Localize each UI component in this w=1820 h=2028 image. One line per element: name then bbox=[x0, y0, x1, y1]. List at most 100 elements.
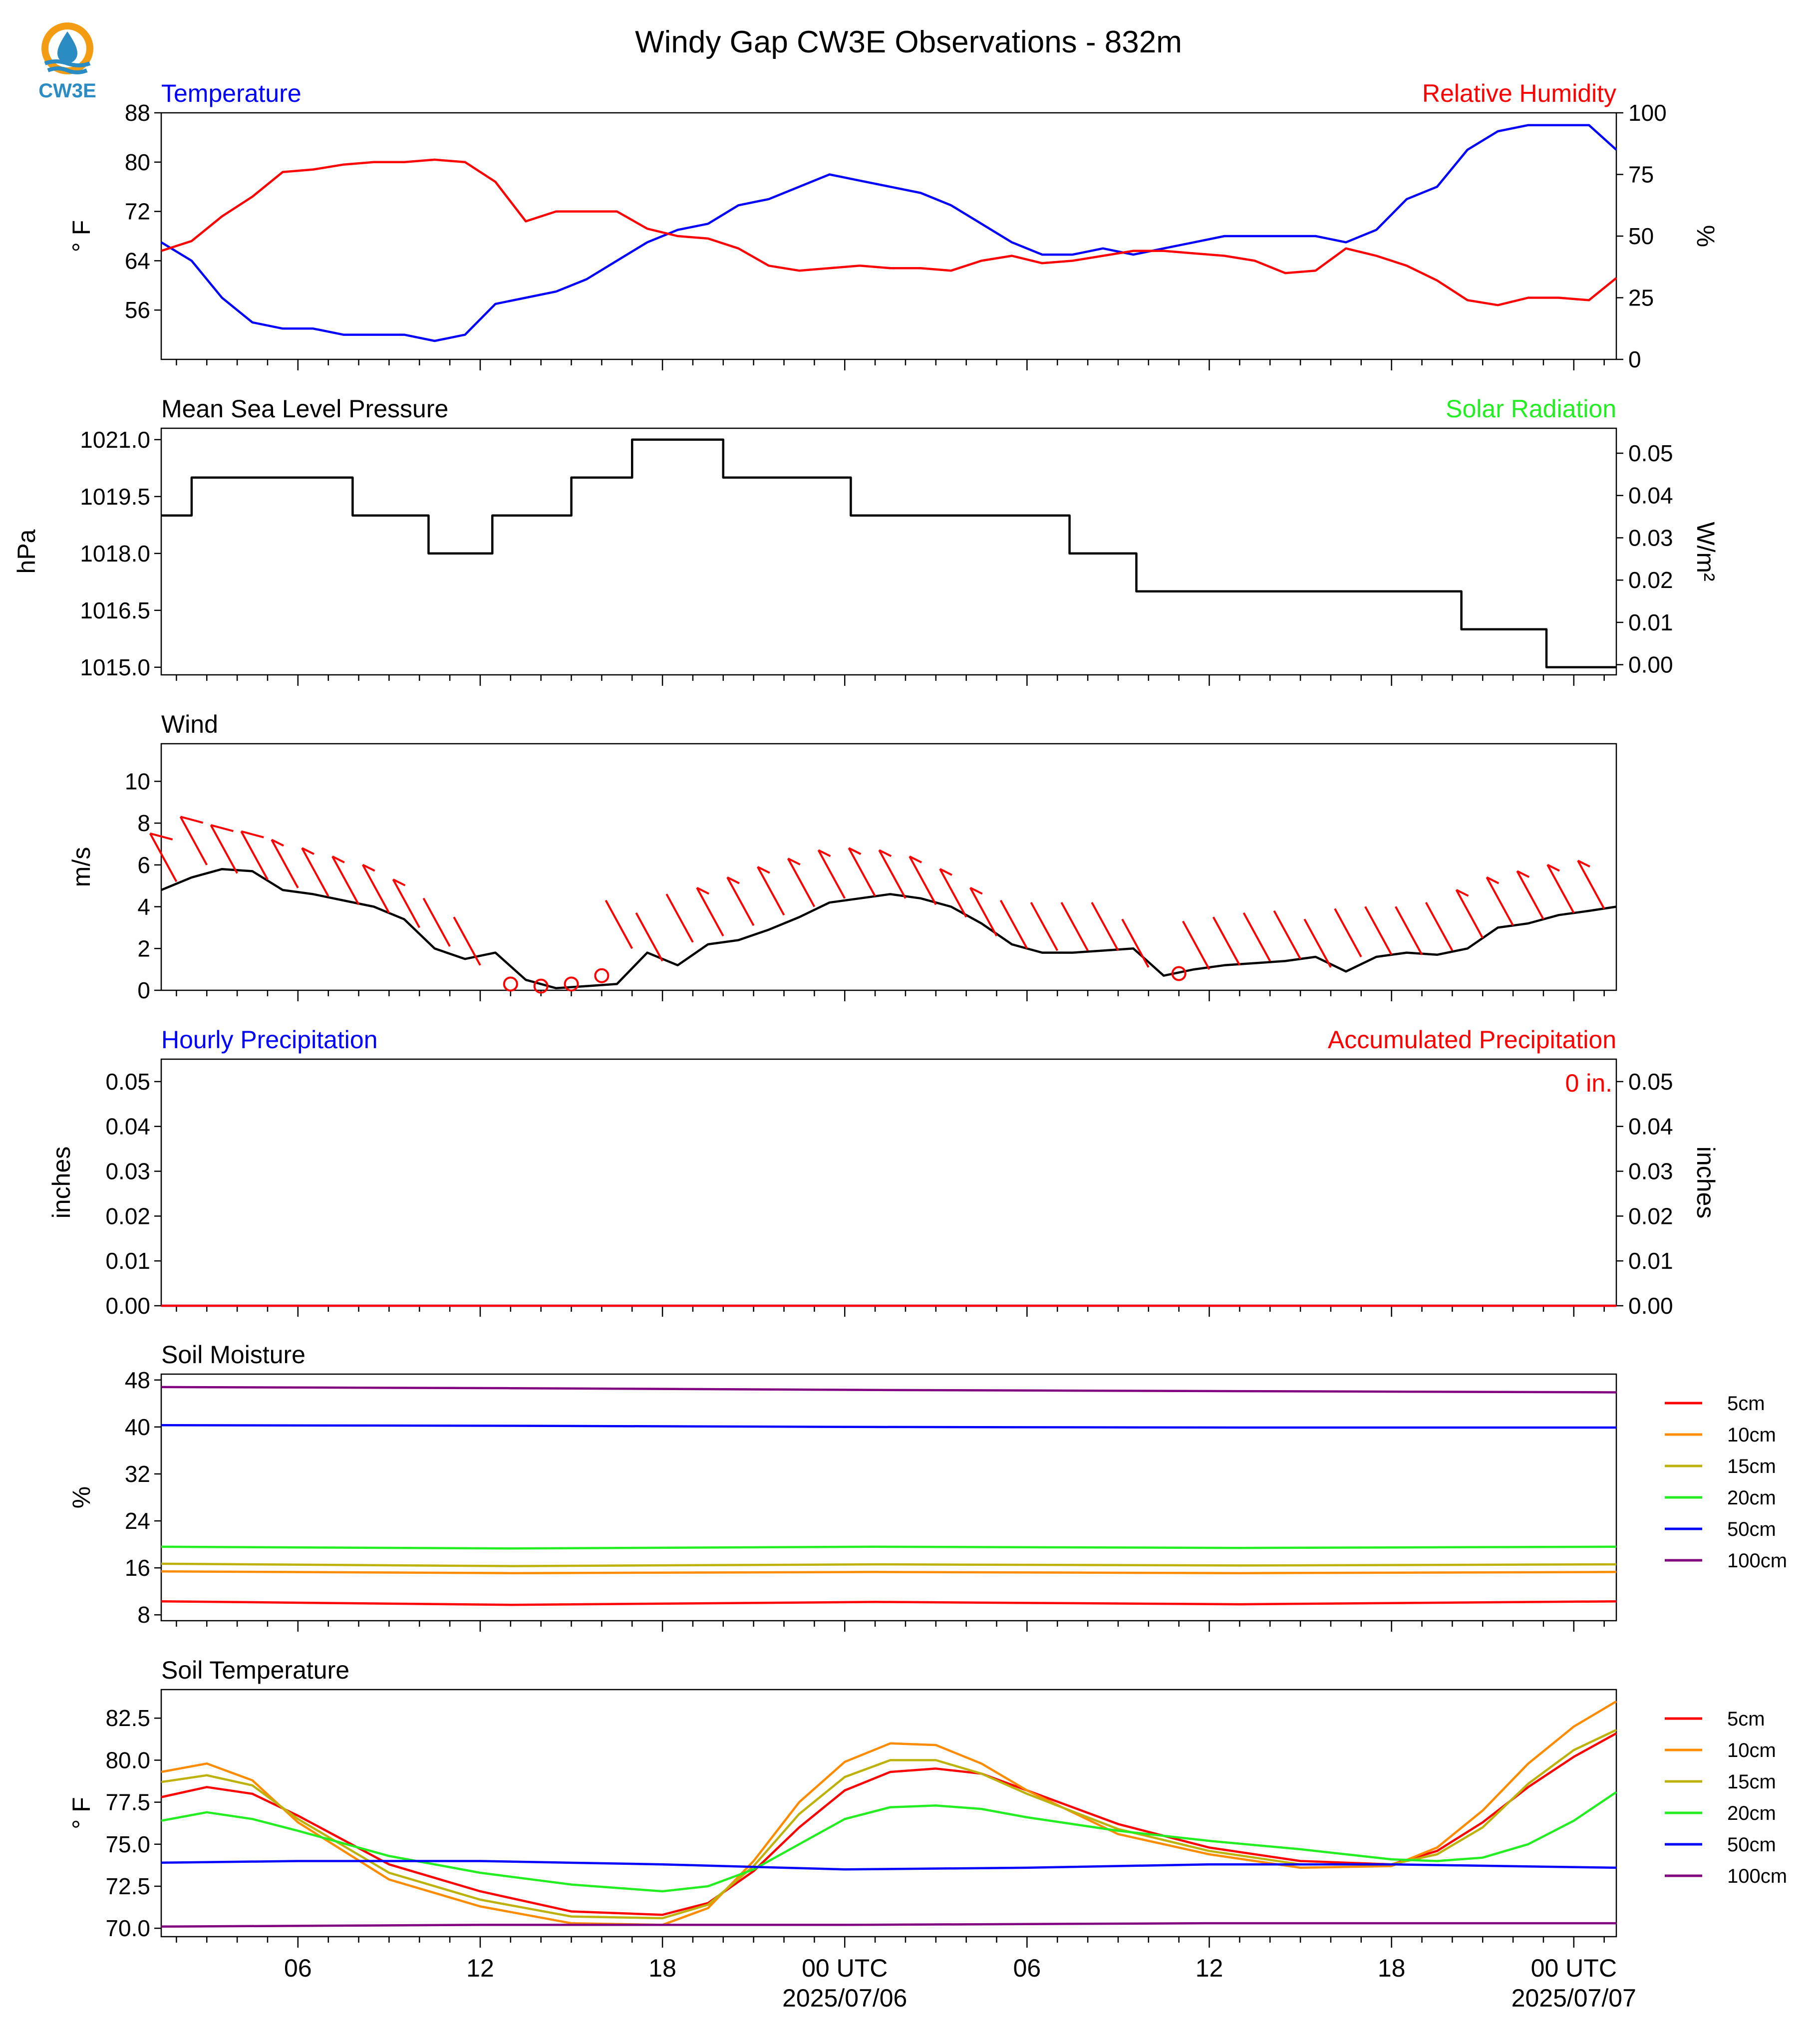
y-tick-label: 75.0 bbox=[105, 1831, 150, 1857]
wind-barb-flag bbox=[727, 876, 740, 884]
right-title: Relative Humidity bbox=[1422, 79, 1616, 107]
wind-barb bbox=[1516, 870, 1544, 920]
series-line bbox=[161, 438, 1616, 669]
legend-label: 50cm bbox=[1727, 1834, 1776, 1856]
wind-barb-flag bbox=[696, 886, 709, 895]
series-line-50cm bbox=[161, 1424, 1616, 1429]
y-tick-label: 88 bbox=[125, 100, 150, 126]
wind-barb bbox=[1364, 906, 1393, 955]
y2-tick-label: 100 bbox=[1628, 100, 1667, 126]
series-line-15cm bbox=[161, 1729, 1617, 1920]
series-line bbox=[161, 158, 1617, 306]
legend-label: 10cm bbox=[1727, 1739, 1776, 1761]
x-tick-label: 12 bbox=[466, 1954, 494, 1982]
y-tick-label: 80 bbox=[125, 149, 150, 175]
y-tick-label: 48 bbox=[125, 1367, 150, 1393]
legend-label: 15cm bbox=[1727, 1771, 1776, 1793]
wind-barb-flag bbox=[1456, 889, 1469, 897]
wind-barb-flag bbox=[879, 849, 892, 858]
y2-tick-label: 0.04 bbox=[1628, 483, 1673, 509]
wind-calm-marker bbox=[503, 976, 518, 992]
x-date-label: 2025/07/07 bbox=[1512, 1984, 1636, 2012]
x-tick-label: 12 bbox=[1196, 1954, 1223, 1982]
y2-tick-label: 0.00 bbox=[1628, 1293, 1673, 1319]
x-tick-label: 18 bbox=[1378, 1954, 1406, 1982]
y-tick-label: 1021.0 bbox=[80, 427, 150, 453]
wind-barb-flag bbox=[331, 856, 345, 864]
y-tick-label: 82.5 bbox=[105, 1705, 150, 1731]
y-tick-label: 1018.0 bbox=[80, 541, 150, 567]
cw3e-logo: CW3E bbox=[38, 22, 96, 102]
wind-barb bbox=[1425, 901, 1454, 951]
wind-barb-flag bbox=[1547, 864, 1560, 872]
wind-barb-flag bbox=[787, 858, 801, 866]
y-tick-label: 72.5 bbox=[105, 1873, 150, 1899]
panel-precip: Hourly Precipitation Accumulated Precipit… bbox=[47, 1026, 1720, 1319]
series-line-20cm bbox=[161, 1791, 1617, 1893]
accumulated-total: 0 in. bbox=[1565, 1069, 1612, 1097]
x-tick-label: 06 bbox=[284, 1954, 312, 1982]
wind-barb-flag bbox=[210, 824, 234, 832]
wind-barb bbox=[392, 878, 421, 928]
series-line bbox=[160, 124, 1617, 342]
y-tick-label: 1015.0 bbox=[80, 654, 150, 680]
wind-calm-marker bbox=[1171, 966, 1187, 981]
series-line-10cm bbox=[161, 1570, 1617, 1574]
wind-barb bbox=[179, 816, 208, 866]
y-tick-label: 16 bbox=[125, 1555, 150, 1581]
y-tick-label: 8 bbox=[137, 810, 150, 836]
y-tick-label: 80.0 bbox=[105, 1747, 150, 1773]
y-tick-label: 0.04 bbox=[105, 1114, 150, 1140]
panel-pressure: Mean Sea Level Pressure Solar Radiation 10… bbox=[12, 395, 1720, 686]
legend-label: 50cm bbox=[1727, 1518, 1776, 1540]
wind-barb-flag bbox=[392, 878, 406, 886]
y-axis-label: ° F bbox=[67, 220, 95, 252]
plot-frame bbox=[160, 427, 1617, 676]
y2-tick-label: 0.05 bbox=[1628, 1069, 1673, 1095]
x-tick-label: 00 UTC bbox=[1531, 1954, 1617, 1982]
y2-tick-label: 0 bbox=[1628, 346, 1641, 372]
x-tick-label: 00 UTC bbox=[802, 1954, 888, 1982]
wind-barb bbox=[1546, 864, 1575, 914]
y-tick-label: 2 bbox=[137, 935, 150, 961]
series-line-5cm bbox=[161, 1600, 1617, 1606]
panel-temp_rh: Temperature Relative Humidity 56 64 72 80 88 ° … bbox=[67, 79, 1720, 372]
wind-barb bbox=[1091, 901, 1119, 951]
y2-tick-label: 75 bbox=[1628, 162, 1654, 188]
y-tick-label: 77.5 bbox=[105, 1789, 150, 1815]
right-title: Solar Radiation bbox=[1446, 395, 1616, 423]
wind-barb bbox=[422, 897, 451, 947]
wind-barb bbox=[240, 831, 269, 880]
series-line bbox=[161, 868, 1617, 990]
left-title: Wind bbox=[161, 710, 218, 738]
wind-barb bbox=[1486, 876, 1514, 926]
wind-barb-flag bbox=[302, 847, 314, 855]
wind-barb bbox=[1455, 889, 1484, 939]
y-axis-label: inches bbox=[47, 1147, 75, 1219]
y2-tick-label: 50 bbox=[1628, 223, 1654, 249]
wind-barb bbox=[696, 887, 724, 937]
y-axis-label: ° F bbox=[67, 1797, 95, 1829]
wind-barb bbox=[635, 912, 663, 962]
legend-label: 20cm bbox=[1727, 1487, 1776, 1509]
legend-label: 15cm bbox=[1727, 1455, 1776, 1477]
y-tick-label: 0.05 bbox=[105, 1069, 150, 1095]
wind-barb bbox=[1273, 910, 1301, 960]
wind-barb bbox=[939, 868, 967, 918]
wind-barb-flag bbox=[939, 868, 952, 876]
wind-barb bbox=[909, 856, 937, 905]
series-line-15cm bbox=[161, 1562, 1617, 1567]
left-title: Soil Temperature bbox=[161, 1656, 349, 1684]
plot-frame bbox=[160, 112, 1617, 360]
y-tick-label: 1016.5 bbox=[80, 597, 150, 623]
y2-tick-label: 0.00 bbox=[1628, 652, 1673, 678]
wind-barb bbox=[726, 876, 755, 926]
wind-barb-flag bbox=[180, 816, 204, 824]
wind-barb bbox=[757, 866, 785, 916]
wind-barb bbox=[149, 833, 178, 882]
series-line-100cm bbox=[161, 1922, 1616, 1928]
wind-calm-marker bbox=[564, 976, 579, 992]
x-tick-label: 06 bbox=[1013, 1954, 1041, 1982]
left-title: Mean Sea Level Pressure bbox=[161, 395, 448, 423]
